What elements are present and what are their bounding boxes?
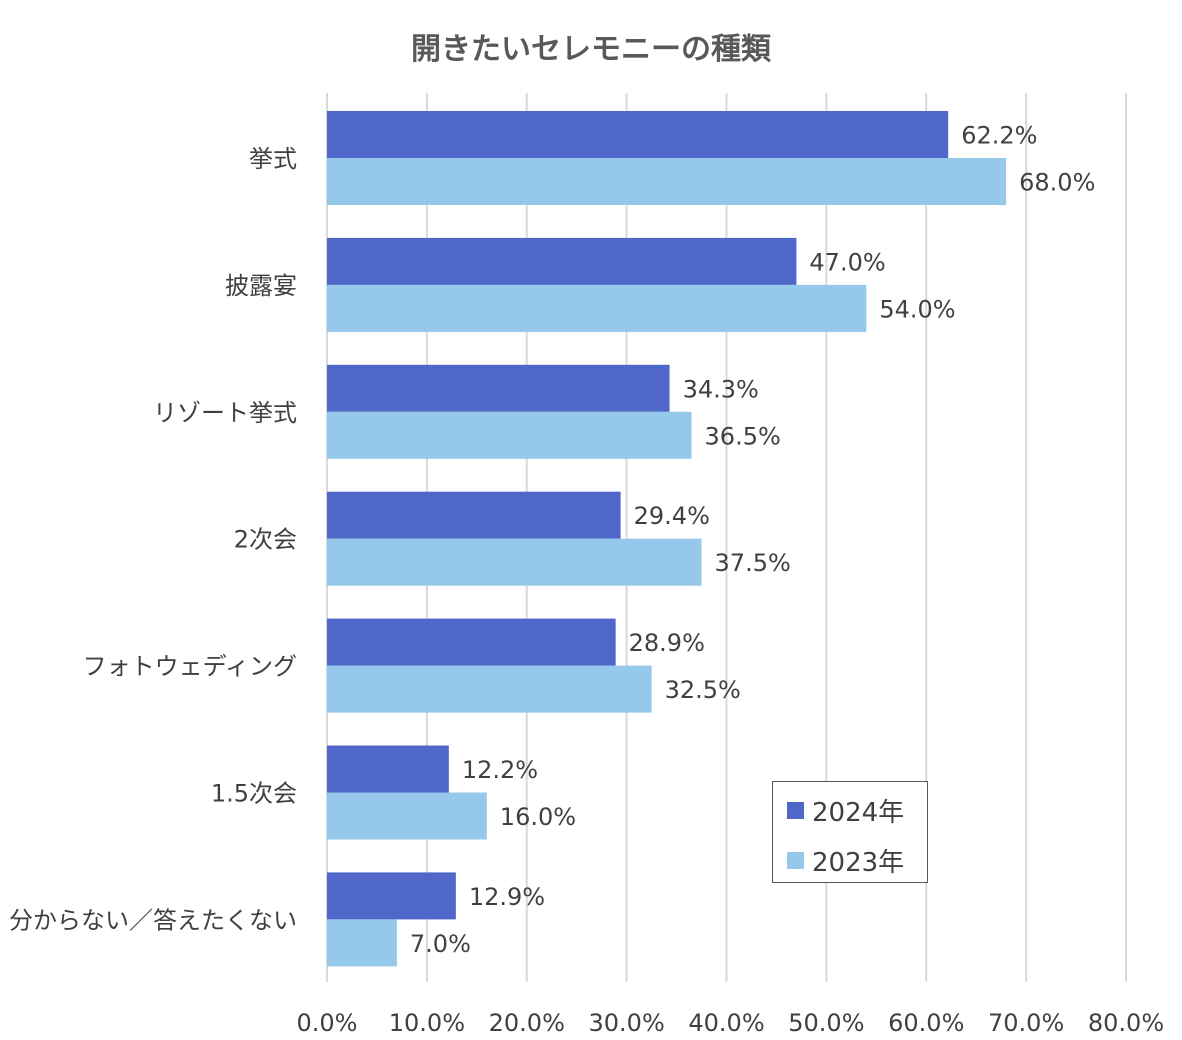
- legend: 2024年 2023年: [772, 781, 928, 883]
- category-label: フォトウェディング: [83, 653, 297, 681]
- data-label: 32.5%: [665, 676, 741, 704]
- value-axis: 0.0% 10.0% 20.0% 30.0% 40.0% 50.0% 60.0% 70.0% 8…: [297, 1009, 1165, 1037]
- data-label: 47.0%: [809, 248, 885, 276]
- bar: [327, 538, 702, 586]
- data-label: 7.0%: [410, 930, 471, 958]
- category-label: 挙式: [249, 145, 297, 173]
- bar: [327, 158, 1007, 205]
- legend-item-2023: 2023年: [787, 842, 904, 879]
- x-tick-label: 70.0%: [988, 1009, 1064, 1037]
- x-tick-label: 40.0%: [688, 1009, 764, 1037]
- legend-label-2024: 2024年: [812, 798, 905, 828]
- data-label: 12.2%: [462, 756, 538, 784]
- category-label: 披露宴: [225, 272, 297, 300]
- data-label: 12.9%: [469, 883, 545, 911]
- category-label: 1.5次会: [211, 780, 297, 808]
- data-label: 37.5%: [715, 549, 791, 577]
- chart-title: 開きたいセレモニーの種類: [411, 32, 771, 67]
- bars: [327, 111, 1007, 967]
- bar: [327, 111, 949, 158]
- data-label: 62.2%: [961, 122, 1037, 150]
- x-tick-label: 80.0%: [1088, 1009, 1164, 1037]
- data-label: 16.0%: [500, 803, 576, 831]
- x-tick-label: 30.0%: [589, 1009, 665, 1037]
- legend-item-2024: 2024年: [787, 792, 904, 829]
- category-label: リゾート挙式: [153, 399, 297, 427]
- x-tick-label: 60.0%: [888, 1009, 964, 1037]
- bar: [327, 411, 692, 459]
- data-label: 68.0%: [1019, 169, 1095, 197]
- x-tick-label: 0.0%: [297, 1009, 358, 1037]
- data-label: 29.4%: [634, 502, 710, 530]
- legend-swatch-2024: [787, 802, 804, 819]
- data-label: 34.3%: [683, 375, 759, 403]
- x-tick-label: 10.0%: [389, 1009, 465, 1037]
- bar: [327, 792, 487, 840]
- data-label: 36.5%: [705, 422, 781, 450]
- data-labels: 62.2% 68.0% 47.0% 54.0% 34.3% 36.5% 29.4%37.5%…: [410, 122, 1095, 958]
- data-label: 54.0%: [879, 295, 955, 323]
- bar: [327, 284, 867, 332]
- bar: [327, 618, 616, 666]
- bar: [327, 491, 621, 539]
- bar: [327, 237, 797, 285]
- x-tick-label: 20.0%: [489, 1009, 565, 1037]
- x-tick-label: 50.0%: [788, 1009, 864, 1037]
- category-label: 2次会: [234, 526, 297, 554]
- bar: [327, 665, 652, 713]
- category-label: 分からない／答えたくない: [9, 906, 297, 934]
- bar: [327, 919, 397, 967]
- data-label: 28.9%: [629, 629, 705, 657]
- bar: [327, 745, 449, 793]
- legend-label-2023: 2023年: [812, 848, 905, 878]
- legend-swatch-2023: [787, 852, 804, 869]
- bar: [327, 872, 456, 920]
- bar: [327, 364, 670, 412]
